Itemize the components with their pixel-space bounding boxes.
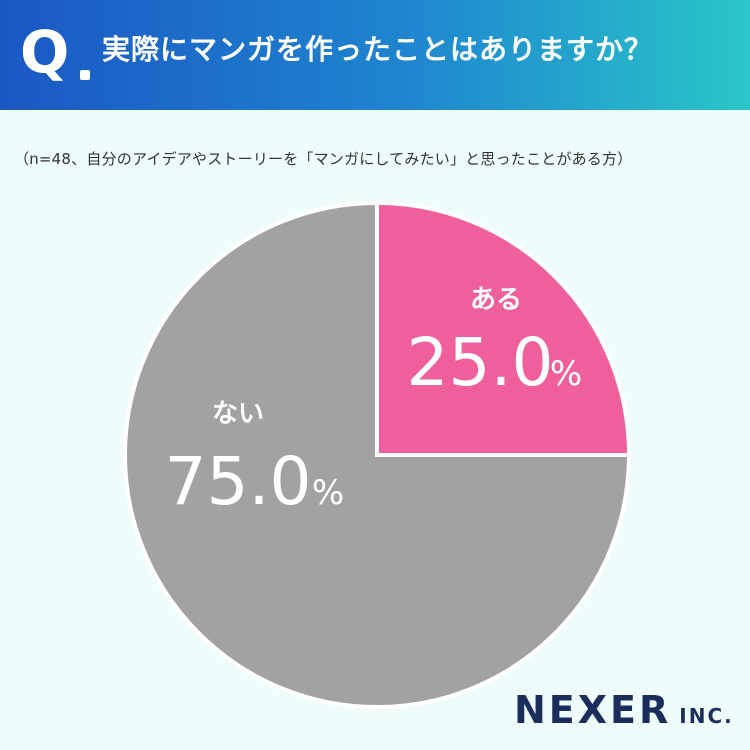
slice-unit: % [312,473,344,513]
logo-main-text: NEXER [514,688,672,732]
slice-label: ある [470,285,522,315]
slice-value: 75.0 [165,443,312,520]
pie-slice-aru [375,200,632,457]
slice-value: 25.0 [407,324,554,401]
slice-unit: % [550,354,582,394]
question-title: 実際にマンガを作ったことはありますか？ [102,33,654,66]
company-logo: NEXER INC. [514,688,734,732]
sample-note: （n=48、自分のアイデアやストーリーを「マンガにしてみたい」と思ったことがある… [14,150,633,168]
slice-label: ない [212,399,264,429]
question-header: Q 実際にマンガを作ったことはありますか？ [0,0,750,110]
q-mark: Q [20,18,70,86]
logo-sub-text: INC. [679,704,734,728]
pie-slice-nai [123,200,632,709]
q-dot [80,70,90,80]
